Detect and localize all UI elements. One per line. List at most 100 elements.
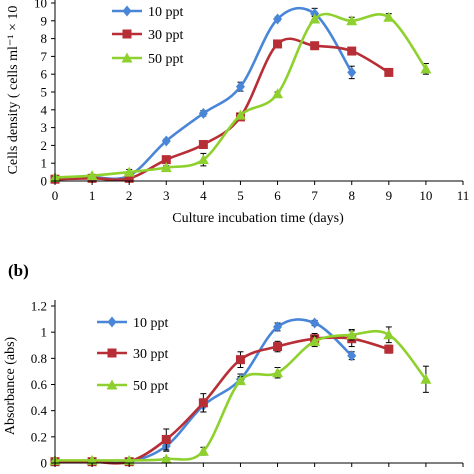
y-tick-label: 10	[34, 0, 47, 11]
y-tick-label: 2	[41, 138, 48, 153]
y-tick-label: 4	[41, 102, 48, 117]
y-tick-label: 6	[41, 67, 48, 82]
data-point	[384, 344, 394, 354]
y-tick-label: 5	[41, 85, 48, 100]
data-point	[273, 13, 283, 25]
series-30-ppt	[50, 37, 394, 184]
data-point	[198, 140, 208, 150]
data-point	[86, 170, 98, 181]
y-tick-label: 0.2	[31, 429, 47, 444]
data-point	[420, 373, 432, 384]
data-point	[198, 398, 208, 408]
x-tick-label: 2	[126, 188, 133, 203]
legend-a: 10 ppt 30 ppt 50 ppt	[112, 5, 184, 67]
data-point	[235, 81, 245, 93]
x-tick-label: 3	[163, 188, 170, 203]
legend-marker	[122, 29, 132, 39]
data-point	[310, 317, 320, 329]
data-point	[234, 375, 246, 386]
legend-marker	[121, 52, 133, 63]
data-point	[272, 367, 284, 378]
data-point	[124, 173, 134, 183]
data-point	[347, 66, 357, 78]
y-tick-label: 3	[41, 120, 48, 135]
legend-item: 10 ppt	[112, 5, 184, 20]
x-tick-label: 10	[419, 188, 432, 203]
legend-b: 10 ppt 30 ppt 50 ppt	[97, 316, 169, 394]
legend-marker	[107, 348, 117, 358]
data-point	[273, 342, 283, 352]
x-tick-label: 11	[457, 188, 470, 203]
data-point	[235, 355, 245, 365]
x-tick-label: 4	[200, 188, 207, 203]
legend-label: 50 ppt	[133, 379, 169, 394]
data-point	[197, 154, 209, 165]
x-tick-label: 7	[311, 188, 318, 203]
legend-item: 30 ppt	[112, 28, 184, 43]
y-tick-label: 0.8	[31, 351, 47, 366]
data-point	[198, 107, 208, 119]
series-50-ppt	[49, 326, 432, 465]
axes-b: 0 0.2 0.4 0.6 0.8 1 1.2	[31, 299, 464, 471]
data-point	[420, 63, 432, 74]
data-point	[346, 15, 358, 26]
data-point	[272, 88, 284, 99]
y-tick-label: 7	[41, 49, 48, 64]
legend-item: 50 ppt	[112, 52, 184, 67]
legend-label: 30 ppt	[133, 347, 169, 362]
data-point	[309, 13, 321, 24]
data-point	[160, 162, 172, 173]
legend-marker	[107, 316, 117, 328]
data-point	[123, 166, 135, 177]
data-point	[384, 67, 394, 77]
y-axis-label-b: Absorbance (abs)	[3, 336, 18, 435]
data-point	[273, 321, 283, 333]
x-axis-label-a: Culture incubation time (days)	[172, 211, 344, 226]
data-point	[160, 453, 172, 464]
series-30-ppt	[50, 330, 394, 467]
data-point	[310, 41, 320, 51]
data-point	[346, 329, 358, 340]
series-line	[54, 336, 390, 465]
legend-label: 10 ppt	[148, 5, 184, 20]
data-point	[234, 109, 246, 120]
y-axis-label-a: Cells density ( cells ml⁻¹ × 10	[6, 6, 21, 175]
x-tick-label: 8	[348, 188, 355, 203]
y-tick-label: 0.4	[31, 403, 48, 418]
y-tick-label: 1	[41, 325, 48, 340]
legend-marker	[122, 5, 132, 17]
chart-panel-a: 0 1 2 3 4 5 6 7 8 9 10 0 1 2 3 4 5 6 7 8 9 10 11 10 ppt 30 ppt 5…	[6, 0, 469, 226]
panel-label-b: (b)	[8, 261, 29, 280]
y-tick-label: 0	[41, 174, 48, 189]
data-point	[161, 155, 171, 165]
legend-item: 10 ppt	[97, 316, 169, 331]
x-tick-label: 1	[89, 188, 96, 203]
series-layer-a	[49, 6, 432, 184]
series-50-ppt	[49, 11, 432, 182]
y-tick-label: 1	[41, 156, 48, 171]
data-point	[347, 46, 357, 56]
data-point	[197, 445, 209, 456]
data-point	[383, 329, 395, 340]
legend-label: 50 ppt	[148, 52, 184, 67]
y-tick-label: 9	[41, 13, 48, 28]
legend-label: 30 ppt	[148, 28, 184, 43]
data-point	[347, 350, 357, 362]
series-line	[54, 37, 390, 181]
axes-a: 0 1 2 3 4 5 6 7 8 9 10 0 1 2 3 4 5 6 7 8 9 10 11	[34, 0, 469, 203]
data-point	[86, 454, 98, 465]
data-point	[309, 335, 321, 346]
data-point	[161, 135, 171, 147]
legend-item: 50 ppt	[97, 379, 169, 394]
data-point	[161, 434, 171, 444]
y-tick-label: 1.2	[31, 299, 47, 314]
legend-label: 10 ppt	[133, 316, 169, 331]
x-tick-label: 6	[274, 188, 281, 203]
data-point	[123, 454, 135, 465]
legend-marker	[106, 379, 118, 390]
series-layer-b	[49, 317, 432, 468]
y-tick-label: 0.6	[31, 377, 48, 392]
data-point	[383, 11, 395, 22]
data-point	[273, 39, 283, 49]
